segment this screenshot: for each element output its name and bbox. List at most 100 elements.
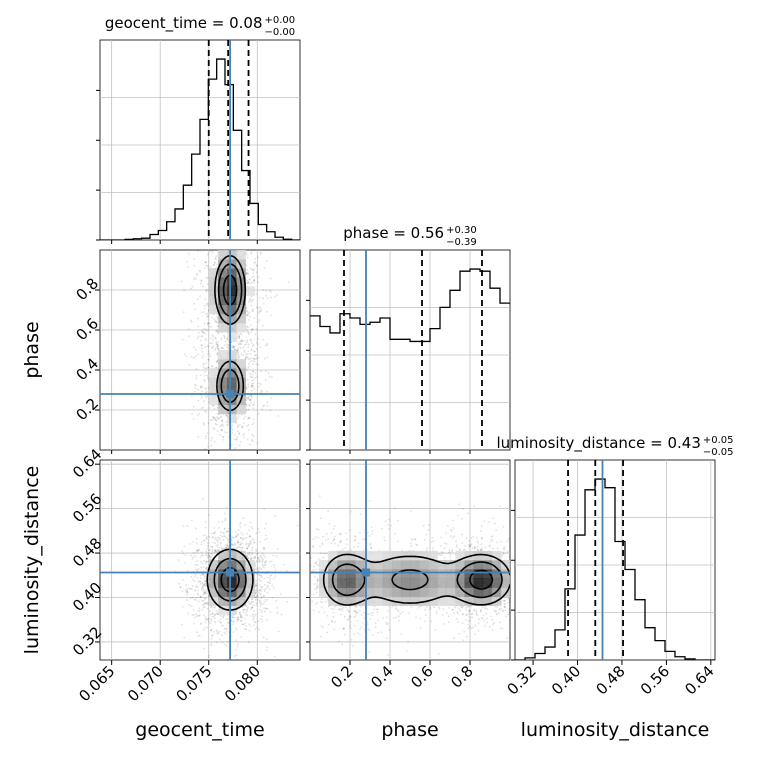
density-cell (373, 596, 384, 606)
density-cell (373, 569, 384, 579)
density-cell (209, 277, 219, 287)
x-tick-label: 0.40 (548, 662, 584, 698)
density-cell (500, 578, 510, 588)
density-cell (482, 578, 493, 588)
density-cell (227, 550, 237, 561)
density-cell (209, 587, 219, 597)
density-cell (337, 587, 347, 597)
x-tick-label: 0.4 (367, 662, 397, 692)
density-cell (419, 578, 429, 588)
density-cell (428, 569, 438, 579)
panel-frame (309, 249, 511, 451)
density-cell (473, 560, 484, 570)
density-cell (482, 560, 493, 570)
density-cell (227, 368, 237, 378)
density-cell (346, 569, 356, 579)
hist-panel-luminosity_distance (511, 459, 716, 661)
title-sup-luminosity_distance: +0.05 (703, 435, 734, 446)
density-cell (346, 587, 356, 597)
contour-line (213, 557, 247, 602)
panel-frame (99, 249, 301, 451)
density-cell (500, 587, 510, 597)
density-cell (218, 368, 228, 378)
density-cell (218, 386, 228, 396)
contour-line (206, 548, 254, 611)
density-cell (364, 587, 375, 597)
density-cell (218, 587, 228, 597)
density-cell (500, 569, 510, 579)
density-cell (319, 587, 329, 597)
density-cell (209, 386, 219, 396)
density-cell (355, 569, 366, 579)
density-cell (227, 560, 237, 570)
density-cell (373, 560, 384, 570)
x-tick-label: 0.56 (637, 662, 673, 698)
density-cell (227, 331, 237, 342)
density-cell (382, 578, 393, 588)
density-cell (346, 578, 356, 588)
y-tick-label: 0.8 (72, 274, 102, 304)
density-cell (236, 250, 246, 260)
x-axis-label-phase: phase (381, 719, 438, 741)
histogram-luminosity_distance (515, 478, 715, 660)
x-tick-label: 0.065 (75, 662, 118, 705)
panel-frame (99, 459, 301, 661)
density-cell (236, 596, 246, 606)
title-luminosity_distance: luminosity_distance = 0.43 (496, 434, 700, 453)
density-cell (227, 377, 237, 387)
density-cell (218, 395, 228, 406)
density-cell (410, 578, 420, 588)
hist-panel-geocent_time (96, 39, 301, 241)
density-cell (437, 560, 447, 570)
density-cell (464, 578, 475, 588)
density-cell (473, 578, 484, 588)
density-cell (382, 550, 393, 561)
density-cell (236, 259, 246, 269)
density-cell (391, 550, 402, 561)
density-cell (218, 259, 228, 269)
density-cell (236, 578, 246, 588)
truth-marker (226, 390, 235, 398)
x-tick-label: 0.070 (124, 662, 167, 705)
density-cell (227, 578, 237, 588)
density-cell (428, 596, 438, 606)
density-cell (400, 596, 411, 606)
density-cell (236, 304, 246, 315)
x-tick-label: 0.32 (504, 662, 540, 698)
density-cell (209, 395, 219, 406)
density-cell (446, 596, 456, 606)
density-cell (218, 313, 228, 324)
density-cell (245, 286, 256, 296)
density-cell (218, 578, 228, 588)
density-cell (218, 277, 228, 287)
density-cell (337, 569, 347, 579)
density-cell (428, 578, 438, 588)
density-cell (464, 587, 475, 597)
density-cell (227, 359, 237, 369)
density-cell (455, 587, 466, 597)
density-cell (391, 578, 402, 588)
density-cell (236, 386, 246, 396)
x-tick-label: 0.075 (172, 662, 215, 705)
title-sub-luminosity_distance: −0.05 (703, 447, 734, 458)
density-cell (391, 560, 402, 570)
density-cell (482, 587, 493, 597)
x-tick-label: 0.48 (592, 662, 628, 698)
x-tick-label: 0.6 (407, 662, 437, 692)
density-cell (236, 359, 246, 369)
density-panel-geocent_time-luminosity_distance (99, 459, 301, 661)
density-cell (437, 578, 447, 588)
density-cell (491, 569, 502, 579)
density-cell (382, 596, 393, 606)
contour-line (214, 255, 247, 412)
density-cell (382, 587, 393, 597)
density-cell (355, 560, 366, 570)
density-cell (455, 596, 466, 606)
density-content (310, 460, 510, 660)
density-cell (209, 304, 219, 315)
density-cell (209, 569, 219, 579)
density-cell (455, 560, 466, 570)
density-cell (428, 587, 438, 597)
density-cell (218, 359, 228, 369)
density-panel-phase-luminosity_distance (309, 459, 511, 661)
